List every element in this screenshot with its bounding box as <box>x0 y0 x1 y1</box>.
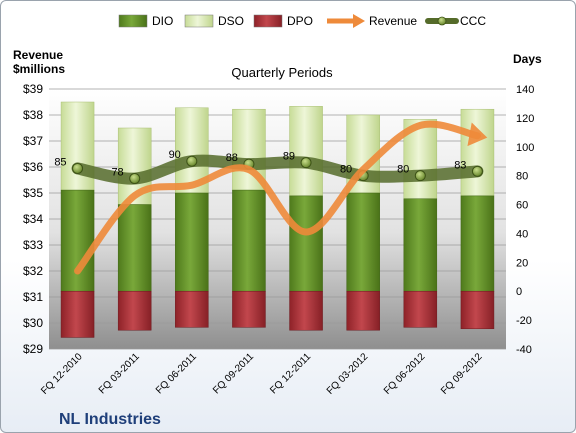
legend-item-dio: DIO <box>118 14 173 28</box>
dpo-bar <box>60 290 95 338</box>
dio-bar <box>60 189 95 292</box>
right-tick-label: -40 <box>516 344 532 356</box>
right-tick-label: 100 <box>516 142 534 154</box>
ccc-data-label: 85 <box>54 156 66 168</box>
left-tick-label: $35 <box>23 186 43 200</box>
legend-label-ccc: CCC <box>460 14 486 28</box>
x-tick-label: FQ 09-2012 <box>439 351 485 397</box>
left-tick-label: $30 <box>23 316 43 330</box>
x-tick-label: FQ 09-2011 <box>211 351 256 396</box>
dio-bar <box>403 198 438 292</box>
right-tick-label: 20 <box>516 257 528 269</box>
x-tick-label: FQ 06-2012 <box>382 351 428 397</box>
left-tick-label: $32 <box>23 264 43 278</box>
left-tick-label: $37 <box>23 134 43 148</box>
left-axis-label-line2: $millions <box>13 62 65 76</box>
ccc-data-label: 78 <box>111 167 123 179</box>
left-tick-label: $36 <box>23 160 43 174</box>
x-tick-label: FQ 12-2010 <box>39 351 85 397</box>
ccc-point <box>129 173 141 185</box>
dio-bar <box>289 195 323 292</box>
dio-bar <box>460 195 495 292</box>
ccc-data-label: 80 <box>340 164 352 176</box>
left-axis-ticks: $29 $30 $31 $32 $33 $34 $35 $36 $37 $38 $39 <box>23 82 43 356</box>
left-tick-label: $34 <box>23 212 43 226</box>
legend-label-dio: DIO <box>152 14 173 28</box>
dpo-bar <box>117 290 152 331</box>
dpo-bar <box>460 290 495 330</box>
x-tick-label: FQ 03-2012 <box>325 351 371 397</box>
dio-bar <box>232 189 266 292</box>
ccc-point <box>72 162 84 174</box>
dio-bar <box>117 204 152 292</box>
left-tick-label: $31 <box>23 290 43 304</box>
dso-bar <box>289 106 323 197</box>
ccc-data-label: 89 <box>283 151 295 163</box>
dso-bar <box>460 108 495 197</box>
x-tick-label: FQ 12-2011 <box>268 351 313 396</box>
right-tick-label: 0 <box>516 286 522 298</box>
left-tick-label: $38 <box>23 108 43 122</box>
legend-item-revenue: Revenue <box>327 14 417 28</box>
legend-revenue-arrow <box>353 14 365 28</box>
legend-dio-swatch <box>118 14 148 28</box>
left-tick-label: $39 <box>23 82 43 96</box>
legend-ccc-dot <box>437 16 447 26</box>
legend-dso-swatch <box>184 14 214 28</box>
right-tick-label: -20 <box>516 315 532 327</box>
left-axis-label-line1: Revenue <box>13 48 63 62</box>
legend-item-dso: DSO <box>184 14 244 28</box>
ccc-data-label: 80 <box>397 164 409 176</box>
ccc-data-label: 83 <box>454 159 466 171</box>
right-axis-ticks: -40 -20 0 20 40 60 80 100 120 140 <box>516 84 534 356</box>
dpo-bar <box>232 290 266 328</box>
dpo-bar <box>346 290 380 331</box>
dio-bar <box>175 192 209 292</box>
right-tick-label: 120 <box>516 113 534 125</box>
dio-bar <box>346 192 380 292</box>
x-axis-ticks: FQ 12-2010 FQ 03-2011 FQ 06-2011 FQ 09-2011… <box>39 351 485 397</box>
legend-label-revenue: Revenue <box>369 14 417 28</box>
chart-title: Quarterly Periods <box>231 65 333 80</box>
legend-dpo-swatch <box>253 14 283 28</box>
x-tick-label: FQ 06-2011 <box>154 351 199 396</box>
legend-label-dpo: DPO <box>287 14 313 28</box>
legend: DIO DSO DPO Revenue CCC <box>118 14 486 28</box>
dpo-bar <box>403 290 438 328</box>
bars <box>60 101 495 338</box>
x-tick-label: FQ 03-2011 <box>97 351 142 396</box>
dpo-bar <box>289 290 323 331</box>
right-tick-label: 80 <box>516 171 528 183</box>
company-name: NL Industries <box>59 411 161 428</box>
ccc-point <box>300 157 312 169</box>
left-tick-label: $29 <box>23 342 43 356</box>
dpo-bar <box>175 290 209 328</box>
right-tick-label: 40 <box>516 228 528 240</box>
left-tick-label: $33 <box>23 238 43 252</box>
ccc-data-label: 88 <box>226 152 238 164</box>
right-tick-label: 60 <box>516 200 528 212</box>
revenue-line <box>74 120 481 275</box>
legend-item-ccc: CCC <box>425 14 486 28</box>
right-tick-label: 140 <box>516 84 534 96</box>
ccc-point <box>186 155 198 167</box>
ccc-data-label: 90 <box>169 149 181 161</box>
ccc-point <box>414 170 426 182</box>
right-axis-label: Days <box>513 52 542 66</box>
ccc-point <box>471 165 483 177</box>
lines: 85 78 90 88 89 80 80 83 <box>54 120 488 275</box>
legend-item-dpo: DPO <box>253 14 313 28</box>
legend-label-dso: DSO <box>218 14 244 28</box>
revenue-arrowhead <box>467 122 488 147</box>
